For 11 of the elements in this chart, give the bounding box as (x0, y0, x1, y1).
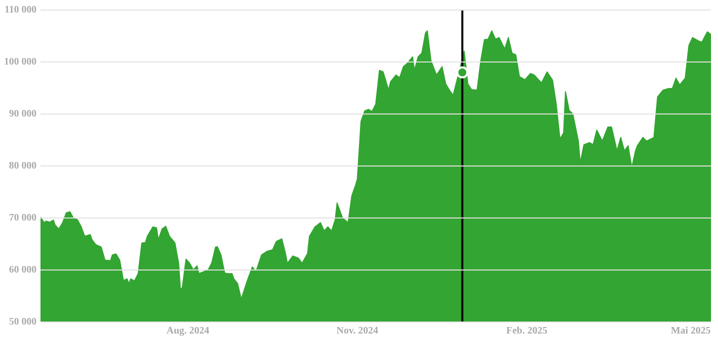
x-tick-label: Mai 2025 (670, 326, 711, 337)
y-tick-label: 100 000 (4, 56, 36, 68)
x-tick-label: Feb. 2025 (506, 326, 548, 337)
x-tick-label: Aug. 2024 (166, 326, 210, 337)
y-tick-label: 90 000 (9, 108, 36, 120)
y-tick-label: 50 000 (9, 316, 36, 328)
y-tick-label: 80 000 (9, 160, 36, 172)
y-tick-label: 60 000 (9, 264, 36, 276)
x-tick-label: Nov. 2024 (336, 326, 378, 337)
y-tick-label: 70 000 (9, 212, 36, 224)
y-tick-label: 110 000 (4, 4, 36, 16)
